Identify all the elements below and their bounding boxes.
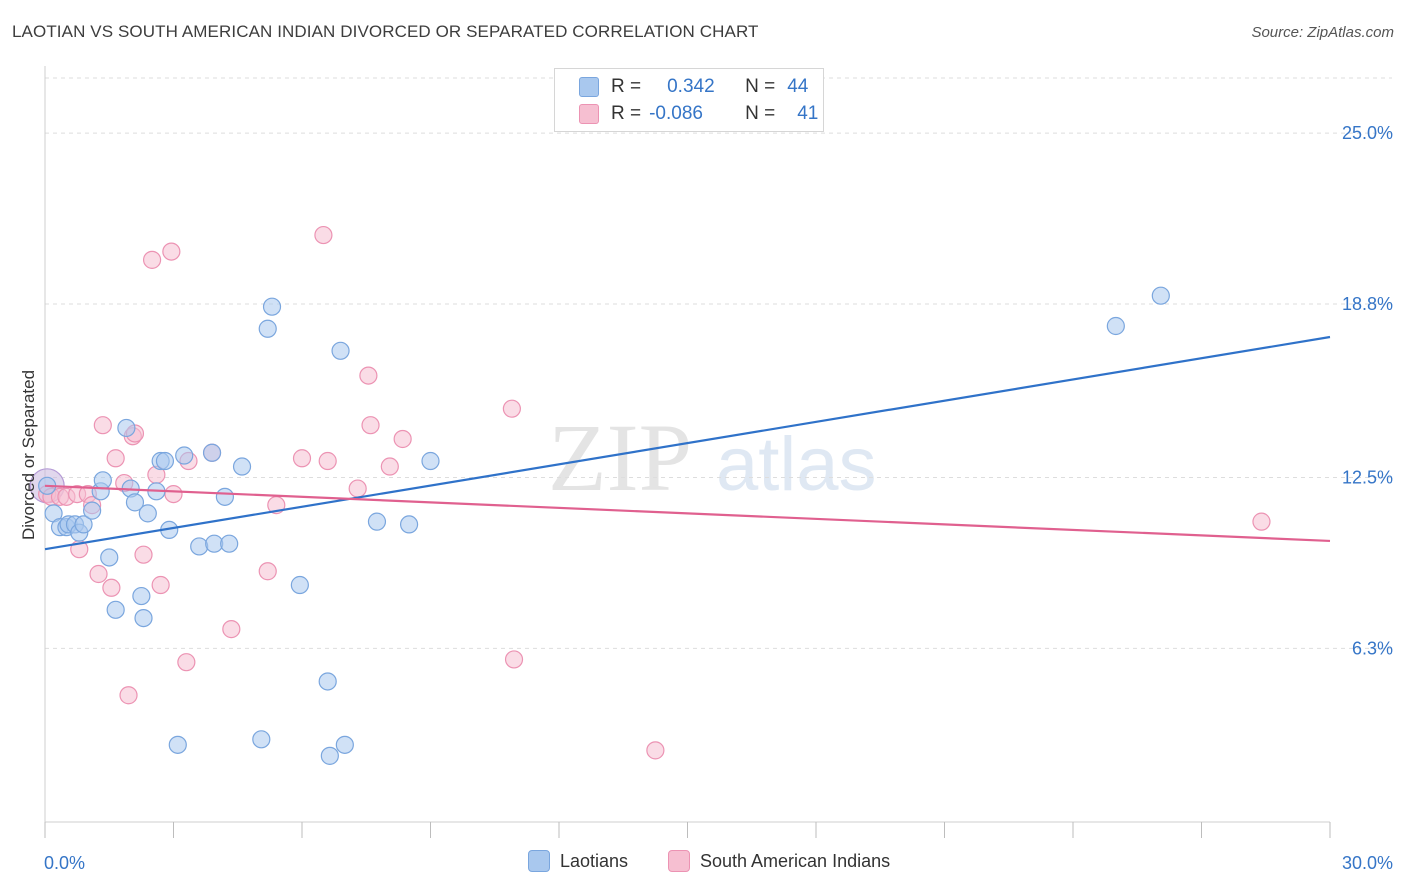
legend-r-label: R = (611, 103, 642, 124)
watermark-zip: ZIP (548, 404, 692, 511)
bottom-legend-laotians: Laotians (528, 850, 628, 872)
laotian-point (1106, 316, 1125, 336)
laotian-point (320, 746, 339, 765)
y-axis-label: Divorced or Separated (19, 370, 38, 540)
laotian-point (83, 501, 102, 520)
laotian-point (232, 457, 252, 476)
south-american-indian-point (164, 484, 183, 504)
bottom-legend-swatch-pink (668, 850, 690, 872)
laotian-point (421, 451, 440, 471)
trend-line (44, 335, 1331, 551)
chart-title: LAOTIAN VS SOUTH AMERICAN INDIAN DIVORCE… (12, 22, 759, 41)
legend-row-south-american-indians: R = -0.086 N = 41 (579, 100, 818, 128)
legend-swatch-blue (579, 77, 599, 97)
y-tick-label: 25.0% (1342, 123, 1393, 143)
bottom-legend-south-american-indians: South American Indians (668, 850, 890, 872)
south-american-indian-point (502, 399, 521, 418)
south-american-indian-point (106, 449, 125, 468)
south-american-indian-point (151, 575, 170, 595)
legend-n-value: 44 (787, 76, 809, 97)
laotian-point (168, 735, 187, 754)
south-american-indian-point (504, 650, 524, 669)
laotian-point (335, 735, 354, 754)
south-american-indian-point (348, 479, 367, 498)
south-american-indian-point (1252, 512, 1271, 531)
source-label: Source: ZipAtlas.com (1251, 24, 1394, 41)
y-tick-labels: 6.3% 12.5% 18.8% 25.0% (1342, 123, 1393, 658)
y-tick-label: 6.3% (1352, 638, 1393, 658)
laotian-point (155, 451, 175, 471)
bottom-legend-label: South American Indians (700, 850, 891, 871)
x-tick-label: 0.0% (44, 853, 85, 873)
bottom-legend-label: Laotians (560, 850, 629, 871)
watermark: ZIP atlas (548, 404, 877, 511)
laotian-point (74, 515, 93, 534)
south-american-indian-point (89, 564, 108, 584)
laotian-point (215, 487, 234, 506)
legend-n-label: N = (745, 76, 776, 97)
south-american-indian-point (162, 242, 181, 261)
series-laotians (38, 286, 1170, 765)
axes (44, 66, 1331, 838)
south-american-indian-point (380, 457, 399, 476)
laotian-point (117, 418, 136, 438)
laotian-point (202, 443, 222, 462)
legend-swatch-pink (579, 104, 599, 124)
south-american-indian-point (142, 250, 162, 269)
laotian-point (220, 534, 239, 553)
south-american-indian-point (393, 429, 412, 449)
grid-lines (45, 77, 1392, 649)
south-american-indian-point (222, 620, 241, 639)
laotian-point (93, 471, 112, 490)
south-american-indian-point (314, 225, 333, 245)
laotian-point (134, 608, 153, 628)
south-american-indian-point (361, 416, 380, 435)
x-tick-label: 30.0% (1342, 853, 1393, 873)
south-american-indian-point (177, 653, 196, 672)
legend-row-laotians: R = 0.342 N = 44 (579, 73, 808, 101)
laotian-point (132, 586, 151, 606)
south-american-indian-point (119, 686, 138, 705)
laotian-point (100, 548, 119, 567)
south-american-indian-point (258, 562, 277, 581)
trend-line (44, 484, 1331, 543)
south-american-indian-point (359, 366, 378, 385)
south-american-indian-point (646, 741, 665, 760)
laotian-point (125, 493, 145, 512)
laotian-point (318, 672, 337, 691)
laotian-point (331, 341, 350, 360)
laotian-point (106, 600, 125, 619)
legend-r-label: R = (611, 76, 642, 97)
laotian-point (290, 575, 309, 595)
laotian-point (190, 537, 209, 556)
watermark-atlas: atlas (716, 422, 877, 507)
laotian-point (138, 504, 157, 523)
south-american-indian-point (318, 451, 337, 471)
correlation-legend: R = 0.342 N = 44 R = -0.086 N = 41 (554, 68, 824, 132)
trend-lines (44, 335, 1331, 551)
laotian-point (262, 297, 282, 316)
laotian-point (367, 512, 387, 531)
laotian-point (1151, 286, 1170, 305)
south-american-indian-point (93, 416, 112, 435)
south-american-indian-point (134, 545, 153, 564)
laotian-point (258, 319, 277, 338)
south-american-indian-point (102, 578, 121, 597)
x-tick-labels: 0.0% 30.0% (44, 853, 1393, 873)
y-tick-label: 18.8% (1342, 294, 1393, 314)
y-tick-label: 12.5% (1342, 468, 1393, 488)
bottom-legend-swatch-blue (528, 850, 550, 872)
laotian-point (252, 730, 271, 749)
laotian-point (175, 446, 194, 465)
legend-r-value: 0.342 (667, 76, 715, 97)
south-american-indian-point (292, 449, 312, 468)
legend-r-value: -0.086 (649, 103, 703, 124)
laotian-point (399, 515, 419, 534)
legend-n-value: 41 (797, 103, 819, 124)
legend-n-label: N = (745, 103, 776, 124)
